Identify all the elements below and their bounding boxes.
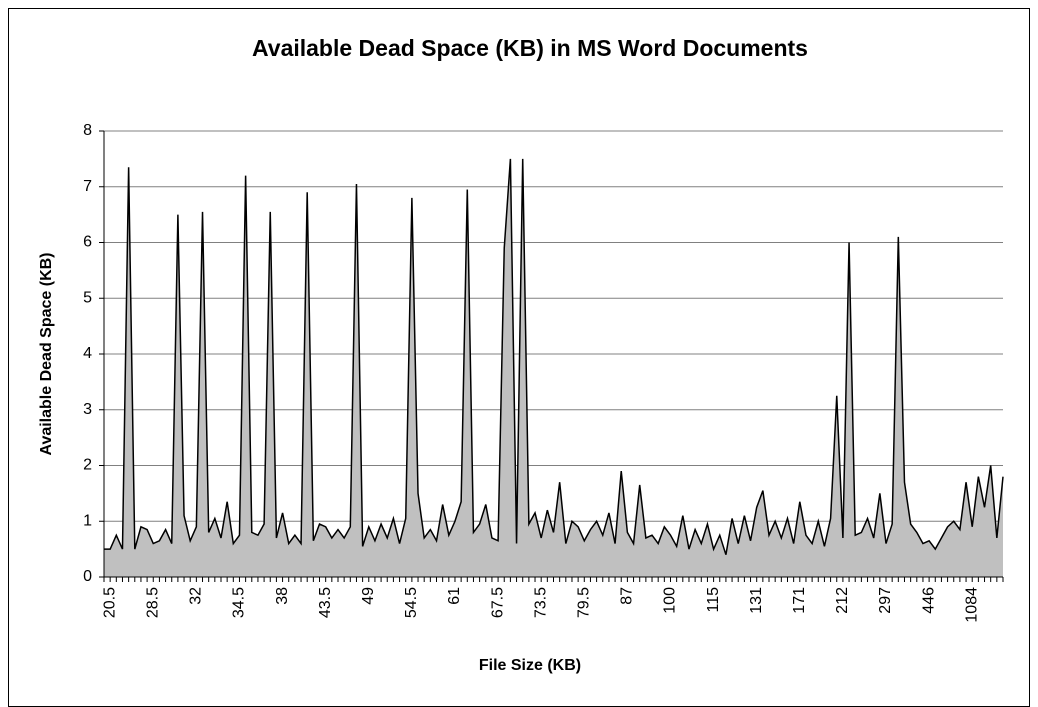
x-tick-label: 1084: [963, 587, 980, 623]
y-axis-title: Available Dead Space (KB): [38, 252, 55, 455]
y-tick-label: 8: [83, 122, 92, 139]
y-tick-label: 5: [83, 289, 92, 306]
y-tick-label: 6: [83, 234, 92, 251]
x-tick-label: 297: [877, 587, 894, 614]
y-tick-label: 0: [83, 568, 92, 585]
x-tick-label: 49: [360, 587, 377, 605]
y-tick-label: 4: [83, 345, 92, 362]
x-tick-label: 28.5: [144, 587, 161, 618]
x-tick-label: 115: [705, 587, 722, 613]
x-tick-label: 38: [274, 587, 291, 605]
y-tick-label: 3: [83, 401, 92, 418]
x-axis-title: File Size (KB): [479, 657, 581, 674]
x-tick-label: 54.5: [403, 587, 420, 618]
x-tick-label: 79.5: [576, 587, 593, 618]
x-tick-label: 87: [619, 587, 636, 605]
x-tick-label: 131: [748, 587, 765, 614]
y-tick-label: 7: [83, 178, 92, 195]
x-tick-label: 61: [446, 587, 463, 605]
x-tick-label: 20.5: [101, 587, 118, 618]
y-tick-label: 2: [83, 457, 92, 474]
x-tick-label: 212: [834, 587, 851, 614]
x-tick-label: 446: [920, 587, 937, 614]
chart-title: Available Dead Space (KB) in MS Word Doc…: [252, 35, 808, 61]
area-line: [104, 158, 1004, 555]
x-tick-label: 34.5: [231, 587, 248, 618]
x-tick-label: 171: [791, 587, 808, 614]
x-tick-label: 100: [662, 587, 679, 614]
x-tick-label: 32: [188, 587, 205, 605]
y-tick-label: 1: [83, 512, 92, 529]
x-tick-label: 67.5: [489, 587, 506, 618]
x-tick-label: 73.5: [532, 587, 549, 618]
x-tick-label: 43.5: [317, 587, 334, 618]
area-fill: [104, 158, 1003, 577]
